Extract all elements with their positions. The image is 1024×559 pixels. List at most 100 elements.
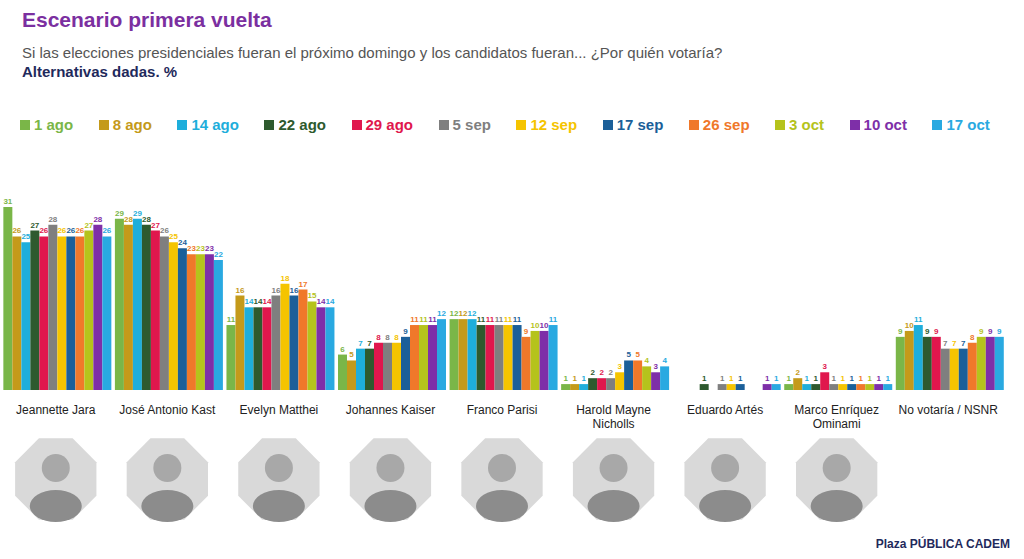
svg-text:9: 9 [979,327,984,336]
svg-text:9: 9 [524,327,529,336]
svg-text:1: 1 [877,374,882,383]
svg-text:3: 3 [653,362,658,371]
svg-text:11: 11 [477,315,486,324]
svg-text:3: 3 [823,362,828,371]
svg-text:2: 2 [590,368,595,377]
svg-text:11: 11 [428,315,437,324]
svg-text:12: 12 [437,309,446,318]
svg-text:2: 2 [796,368,801,377]
svg-text:4: 4 [644,356,649,365]
svg-text:9: 9 [997,327,1002,336]
html-text:26 sep: 26 sep [702,116,750,133]
svg-text:1: 1 [720,374,725,383]
svg-text:28: 28 [48,215,57,224]
html-text:1 ago: 1 ago [34,116,74,133]
html-text:8 ago: 8 ago [112,116,152,133]
svg-text:9: 9 [925,327,930,336]
svg-text:8: 8 [394,333,399,342]
html-text:Si las elecciones presidencial: Si las elecciones presidenciales fueran … [22,44,723,61]
svg-text:31: 31 [3,197,12,206]
svg-text:1: 1 [787,374,792,383]
html-text:3 oct: 3 oct [789,116,825,133]
html-text:10 oct: 10 oct [863,116,907,133]
svg-text:9: 9 [934,327,939,336]
svg-text:2: 2 [599,368,604,377]
svg-text:1: 1 [859,374,864,383]
svg-text:11: 11 [504,315,513,324]
svg-text:26: 26 [102,226,111,235]
svg-text:Eduardo Artés: Eduardo Artés [687,403,763,417]
svg-text:1: 1 [774,374,779,383]
svg-text:3: 3 [617,362,622,371]
svg-text:11: 11 [513,315,522,324]
html-text:Escenario primera vuelta: Escenario primera vuelta [22,8,272,31]
svg-text:4: 4 [662,356,667,365]
svg-text:7: 7 [961,339,966,348]
svg-text:12: 12 [468,309,477,318]
svg-text:5: 5 [626,350,631,359]
svg-text:14: 14 [326,297,335,306]
svg-text:16: 16 [272,286,281,295]
svg-text:14: 14 [263,297,272,306]
svg-text:1: 1 [729,374,734,383]
svg-text:7: 7 [943,339,948,348]
svg-text:8: 8 [376,333,381,342]
svg-text:11: 11 [495,315,504,324]
svg-text:8: 8 [385,333,390,342]
html-text:5 sep: 5 sep [452,116,491,133]
svg-text:1: 1 [738,374,743,383]
html-text:Alternativas dadas. %: Alternativas dadas. % [22,63,178,80]
html-text:12 sep: 12 sep [530,116,578,133]
svg-text:11: 11 [410,315,419,324]
svg-text:1: 1 [563,374,568,383]
svg-text:Jeannette Jara: Jeannette Jara [16,403,96,417]
svg-text:7: 7 [952,339,957,348]
svg-text:1: 1 [765,374,770,383]
svg-text:1: 1 [832,374,837,383]
svg-text:11: 11 [549,315,558,324]
svg-text:9: 9 [898,327,903,336]
svg-text:Johannes Kaiser: Johannes Kaiser [346,403,435,417]
svg-text:1: 1 [850,374,855,383]
svg-text:10: 10 [905,321,914,330]
svg-text:Harold MayneNicholls: Harold MayneNicholls [576,403,651,430]
svg-text:9: 9 [988,327,993,336]
svg-text:11: 11 [419,315,428,324]
html-text:17 sep: 17 sep [616,116,664,133]
svg-text:16: 16 [236,286,245,295]
svg-text:7: 7 [367,339,372,348]
svg-text:1: 1 [886,374,891,383]
svg-text:10: 10 [540,321,549,330]
svg-text:1: 1 [841,374,846,383]
svg-text:11: 11 [486,315,495,324]
svg-text:25: 25 [21,232,30,241]
svg-text:9: 9 [403,327,408,336]
svg-text:17: 17 [299,280,308,289]
html-text:14 ago: 14 ago [191,116,239,133]
svg-text:11: 11 [914,315,923,324]
svg-text:7: 7 [358,339,363,348]
svg-text:11: 11 [227,315,236,324]
svg-text:José Antonio Kast: José Antonio Kast [119,403,216,417]
svg-text:Franco Parisi: Franco Parisi [467,403,538,417]
svg-text:Evelyn Matthei: Evelyn Matthei [240,403,319,417]
svg-text:No votaría / NSNR: No votaría / NSNR [899,403,999,417]
svg-text:1: 1 [805,374,810,383]
html-text:22 ago: 22 ago [278,116,326,133]
svg-text:1: 1 [868,374,873,383]
svg-text:28: 28 [93,215,102,224]
svg-text:1: 1 [581,374,586,383]
svg-text:1: 1 [572,374,577,383]
svg-text:Marco EnríquezOminami: Marco EnríquezOminami [794,403,879,430]
svg-text:8: 8 [970,333,975,342]
svg-text:1: 1 [702,374,707,383]
svg-text:5: 5 [349,350,354,359]
svg-text:22: 22 [214,250,223,259]
html-text:29 ago: 29 ago [365,116,413,133]
svg-text:26: 26 [39,226,48,235]
svg-text:5: 5 [635,350,640,359]
svg-text:18: 18 [281,274,290,283]
svg-text:6: 6 [340,345,345,354]
svg-text:1: 1 [814,374,819,383]
svg-text:2: 2 [608,368,613,377]
